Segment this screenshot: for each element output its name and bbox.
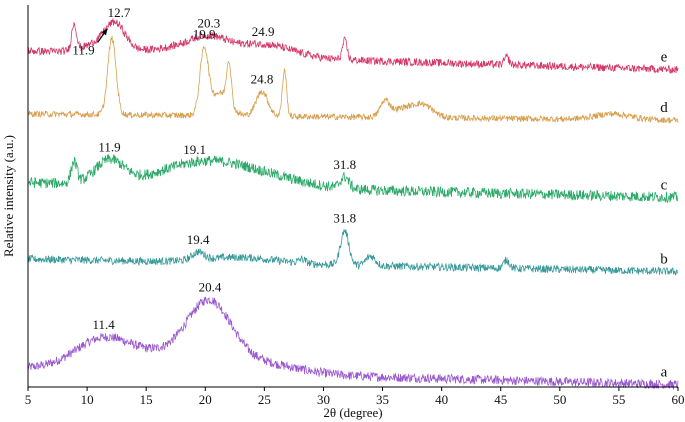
peak-label: 20.4 xyxy=(199,280,222,295)
peak-label: 31.8 xyxy=(333,157,356,172)
x-tick-label: 10 xyxy=(81,392,94,407)
peak-label: 24.8 xyxy=(251,71,274,86)
x-axis-title: 2θ (degree) xyxy=(323,405,382,420)
peak-label: 11.9 xyxy=(98,139,120,154)
x-tick-label: 15 xyxy=(140,392,153,407)
peak-label: 19.4 xyxy=(187,232,210,247)
peak-annotations: 11.4 20.4 19.4 31.8 11.9 19.1 31.8 19.9 24.8 12.7… xyxy=(72,5,356,332)
x-ticks: 5 10 15 20 25 30 35 40 45 50 55 60 xyxy=(25,387,685,407)
peak-label: 11.9 xyxy=(72,42,94,57)
series-label-e: e xyxy=(661,50,668,66)
series-label-b: b xyxy=(660,252,668,268)
series-labels: a b c d e xyxy=(660,50,668,381)
x-tick-label: 55 xyxy=(612,392,625,407)
series-line-b xyxy=(27,229,679,276)
plot-area xyxy=(27,18,679,391)
annotation-arrowhead xyxy=(101,28,108,36)
peak-label: 19.1 xyxy=(183,142,206,157)
x-tick-label: 5 xyxy=(25,392,32,407)
series-line-a xyxy=(27,296,679,391)
x-tick-label: 20 xyxy=(199,392,212,407)
x-tick-label: 45 xyxy=(494,392,507,407)
series-line-c xyxy=(27,154,679,204)
peak-label: 20.3 xyxy=(197,15,220,30)
x-tick-label: 40 xyxy=(435,392,448,407)
peak-label: 11.4 xyxy=(92,317,115,332)
x-tick-label: 35 xyxy=(376,392,389,407)
peak-label: 12.7 xyxy=(108,5,131,20)
series-line-d xyxy=(27,35,679,125)
series-line-e xyxy=(27,18,679,75)
peak-label: 19.9 xyxy=(193,26,216,41)
x-tick-label: 25 xyxy=(258,392,271,407)
x-tick-label: 60 xyxy=(672,392,685,407)
series-label-a: a xyxy=(661,365,668,381)
y-axis-title: Relative intensity (a.u.) xyxy=(1,135,16,257)
peak-label: 24.9 xyxy=(252,24,275,39)
x-tick-label: 30 xyxy=(317,392,330,407)
series-label-c: c xyxy=(661,177,668,193)
axes xyxy=(27,5,678,388)
series-label-d: d xyxy=(660,100,668,116)
peak-label: 31.8 xyxy=(333,211,356,226)
x-tick-label: 50 xyxy=(553,392,566,407)
